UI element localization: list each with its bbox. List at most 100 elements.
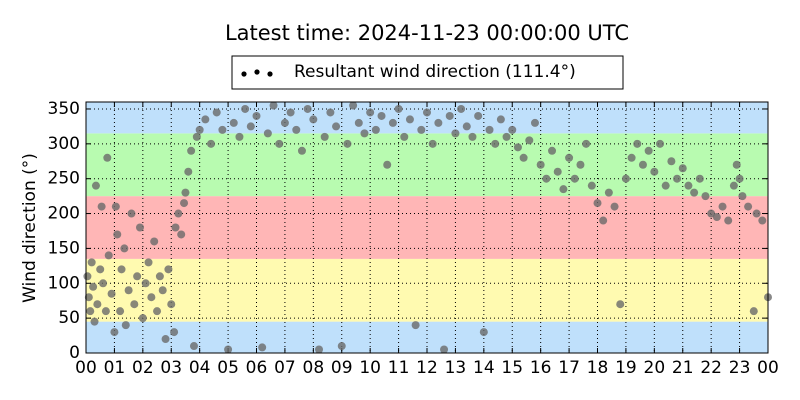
- point: [187, 146, 196, 155]
- point: [599, 216, 608, 225]
- point: [263, 129, 272, 138]
- point: [292, 125, 301, 134]
- point: [548, 146, 557, 155]
- point: [90, 317, 99, 326]
- point: [729, 181, 738, 190]
- legend-marker: [267, 71, 273, 77]
- point: [180, 199, 189, 208]
- point: [718, 202, 727, 211]
- x-tick-label: 20: [644, 358, 666, 378]
- x-tick-label: 23: [729, 358, 751, 378]
- point: [177, 230, 186, 239]
- point: [343, 139, 352, 148]
- point: [113, 230, 122, 239]
- point: [111, 202, 120, 211]
- point: [462, 122, 471, 131]
- point: [158, 286, 167, 295]
- point: [738, 192, 747, 201]
- point: [525, 136, 534, 145]
- x-tick-label: 21: [672, 358, 694, 378]
- x-tick-label: 10: [359, 358, 381, 378]
- x-tick-label: 04: [189, 358, 211, 378]
- point: [269, 101, 278, 110]
- point: [479, 328, 488, 337]
- point: [411, 321, 420, 330]
- point: [744, 202, 753, 211]
- point: [120, 244, 129, 253]
- point: [303, 104, 312, 113]
- point: [502, 132, 511, 141]
- point: [141, 279, 150, 288]
- point: [189, 342, 198, 351]
- y-tick-label: 200: [48, 204, 80, 224]
- point: [147, 293, 156, 302]
- point: [258, 343, 267, 352]
- point: [610, 202, 619, 211]
- point: [280, 118, 289, 127]
- point: [570, 174, 579, 183]
- point: [445, 111, 454, 120]
- legend: Resultant wind direction (111.4°): [231, 55, 624, 90]
- point: [638, 160, 647, 169]
- point: [101, 307, 110, 316]
- x-tick-label: 13: [445, 358, 467, 378]
- x-tick-label: 05: [217, 358, 239, 378]
- point: [89, 282, 98, 291]
- point: [275, 139, 284, 148]
- point: [536, 160, 545, 169]
- point: [513, 143, 522, 152]
- point: [155, 272, 164, 281]
- point: [181, 188, 190, 197]
- point: [218, 125, 227, 134]
- point: [87, 258, 96, 267]
- point: [468, 132, 477, 141]
- point: [690, 188, 699, 197]
- point: [724, 216, 733, 225]
- point: [428, 139, 437, 148]
- point: [117, 265, 126, 274]
- x-tick-label: 18: [587, 358, 609, 378]
- point: [241, 104, 250, 113]
- point: [252, 111, 261, 120]
- point: [315, 345, 324, 354]
- chart-title: Latest time: 2024-11-23 00:00:00 UTC: [225, 21, 629, 45]
- point: [400, 132, 409, 141]
- point: [127, 209, 136, 218]
- point: [661, 181, 670, 190]
- point: [104, 251, 113, 260]
- point: [110, 328, 119, 337]
- point: [229, 118, 238, 127]
- point: [633, 139, 642, 148]
- point: [167, 300, 176, 309]
- point: [530, 118, 539, 127]
- point: [440, 345, 449, 354]
- point: [91, 181, 100, 190]
- legend-label: Resultant wind direction (111.4°): [294, 62, 576, 82]
- x-tick-label: 19: [615, 358, 637, 378]
- point: [326, 108, 335, 117]
- point: [195, 125, 204, 134]
- point: [83, 272, 92, 281]
- point: [508, 125, 517, 134]
- point: [684, 181, 693, 190]
- point: [644, 146, 653, 155]
- x-tick-label: 07: [274, 358, 296, 378]
- x-tick-label: 03: [160, 358, 182, 378]
- point: [485, 125, 494, 134]
- point: [650, 167, 659, 176]
- point: [135, 223, 144, 232]
- point: [171, 223, 180, 232]
- point: [434, 118, 443, 127]
- point: [451, 129, 460, 138]
- point: [695, 174, 704, 183]
- legend-marker: [254, 69, 260, 75]
- point: [93, 300, 102, 309]
- y-axis-label: Wind direction (°): [20, 153, 40, 303]
- point: [417, 125, 426, 134]
- y-tick-label: 100: [48, 273, 80, 293]
- point: [553, 167, 562, 176]
- x-tick-label: 06: [246, 358, 268, 378]
- point: [184, 167, 193, 176]
- point: [383, 160, 392, 169]
